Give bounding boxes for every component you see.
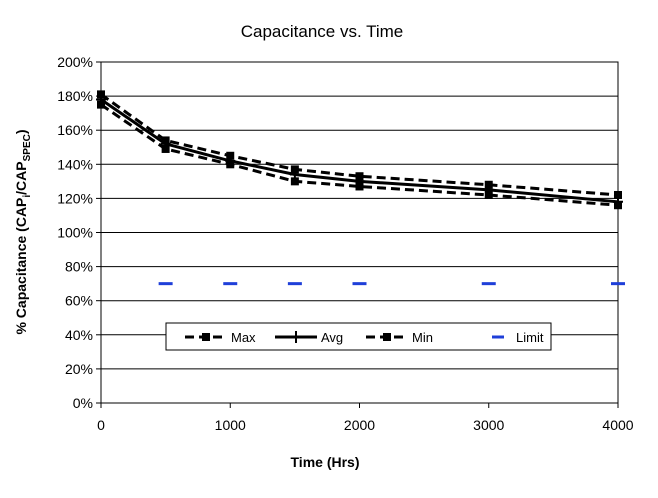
y-tick-label: 160% xyxy=(57,122,93,138)
chart-title: Capacitance vs. Time xyxy=(241,22,404,41)
x-tick-label: 0 xyxy=(97,417,105,433)
y-axis-label: % Capacitance (CAPi/CAPSPEC) xyxy=(13,129,33,334)
y-tick-label: 60% xyxy=(65,293,93,309)
x-axis-label: Time (Hrs) xyxy=(291,454,360,470)
series-min-marker xyxy=(226,160,235,169)
x-axis: 0 1000 2000 3000 4000 xyxy=(97,403,634,433)
y-axis: 0% 20% 40% 60% 80% 100% 120% 140% 160% 180% 200% xyxy=(57,54,101,411)
series-group xyxy=(96,90,625,286)
y-axis-label-prefix: % Capacitance (CAP xyxy=(13,198,29,335)
series-min-marker xyxy=(97,100,105,109)
y-axis-label-sub1: i xyxy=(22,195,33,198)
y-tick-label: 140% xyxy=(57,156,93,172)
legend-box xyxy=(165,322,552,351)
series-min-marker xyxy=(614,201,622,210)
y-tick-label: 200% xyxy=(57,54,93,70)
legend-limit: Limit xyxy=(492,330,544,345)
legend-max-marker xyxy=(202,333,210,341)
legend-max: Max xyxy=(185,330,256,345)
series-max-marker xyxy=(614,190,622,199)
legend-limit-label: Limit xyxy=(516,330,544,345)
x-tick-label: 3000 xyxy=(473,417,504,433)
legend-avg: Avg xyxy=(275,330,343,345)
legend-avg-marker xyxy=(291,331,301,343)
x-tick-label: 2000 xyxy=(344,417,375,433)
series-min-marker xyxy=(290,177,299,186)
legend: Max Avg Min Limit xyxy=(165,322,552,351)
legend-avg-label: Avg xyxy=(321,330,343,345)
y-axis-label-mid: /CAP xyxy=(13,161,29,194)
y-tick-label: 80% xyxy=(65,259,93,275)
y-tick-label: 20% xyxy=(65,361,93,377)
series-min-marker xyxy=(484,190,493,199)
x-tick-label: 4000 xyxy=(602,417,633,433)
y-axis-label-suffix: ) xyxy=(13,129,29,134)
y-tick-label: 120% xyxy=(57,190,93,206)
legend-min-marker xyxy=(383,333,391,341)
legend-min: Min xyxy=(366,330,433,345)
legend-max-label: Max xyxy=(231,330,256,345)
x-tick-label: 1000 xyxy=(215,417,246,433)
series-min xyxy=(97,100,622,210)
y-tick-label: 40% xyxy=(65,327,93,343)
y-tick-label: 0% xyxy=(73,395,93,411)
y-axis-label-sub2: SPEC xyxy=(22,134,33,161)
legend-min-label: Min xyxy=(412,330,433,345)
y-tick-label: 100% xyxy=(57,225,93,241)
series-min-marker xyxy=(355,182,364,191)
series-min-marker xyxy=(161,144,170,153)
y-tick-label: 180% xyxy=(57,88,93,104)
